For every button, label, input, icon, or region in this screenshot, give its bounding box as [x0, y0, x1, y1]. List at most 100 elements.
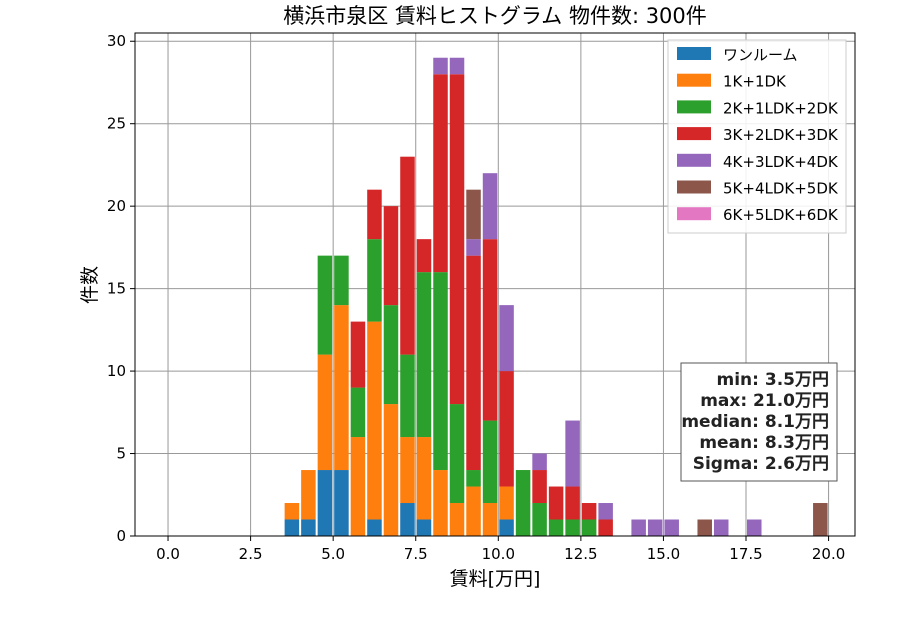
x-tick-label: 5.0: [321, 545, 345, 563]
bar-segment: [631, 519, 646, 536]
legend-swatch: [677, 153, 711, 167]
bar-segment: [284, 519, 300, 536]
bar-segment: [433, 272, 448, 471]
bar-segment: [466, 486, 481, 536]
bar-segment: [813, 503, 828, 536]
bar-segment: [548, 486, 564, 520]
bar-segment: [400, 503, 415, 536]
bar-segment: [565, 486, 580, 520]
bar-segment: [433, 74, 448, 273]
legend-label: ワンルーム: [723, 46, 798, 64]
bar-segment: [449, 503, 465, 536]
bar-segment: [433, 470, 448, 536]
legend-swatch: [677, 47, 711, 60]
bar-segment: [482, 503, 498, 536]
x-axis-label: 賃料[万円]: [450, 568, 541, 590]
bar-segment: [515, 470, 531, 536]
bar-segment: [532, 453, 547, 471]
bar-segment: [317, 255, 333, 355]
bar-segment: [466, 470, 481, 487]
x-tick-label: 7.5: [404, 545, 428, 563]
bar-segment: [367, 321, 382, 520]
bar-segment: [565, 420, 580, 487]
bar-segment: [598, 503, 613, 520]
bar-segment: [416, 437, 432, 520]
bar-segment: [499, 305, 514, 372]
x-tick-label: 0.0: [156, 545, 180, 563]
axis-ticks: 0.0 2.5 5.0 7.5 10.0 12.5 15.0 17.5 20.0 0 5 10 15 20…: [107, 32, 845, 563]
bar-segment: [548, 519, 564, 536]
stat-median: median: 8.1万円: [681, 412, 829, 432]
bar-segment: [532, 503, 547, 536]
bar-segment: [383, 305, 399, 405]
bar-segment: [532, 470, 547, 504]
y-tick-label: 30: [107, 32, 126, 50]
y-tick-label: 5: [116, 445, 126, 463]
bar-segment: [350, 437, 366, 536]
bar-segment: [400, 354, 415, 438]
stat-sigma: Sigma: 2.6万円: [693, 454, 829, 474]
y-tick-label: 20: [107, 197, 126, 215]
bar-segment: [713, 519, 729, 536]
bar-segment: [416, 239, 432, 273]
x-tick-label: 12.5: [564, 545, 597, 563]
bar-segment: [400, 437, 415, 504]
x-tick-label: 20.0: [812, 545, 845, 563]
bar-segment: [581, 503, 597, 520]
bar-segment: [334, 470, 349, 536]
legend-label: 4K+3LDK+4DK: [723, 153, 839, 171]
bar-segment: [482, 173, 498, 240]
x-tick-label: 10.0: [482, 545, 515, 563]
bar-segment: [416, 519, 432, 536]
bar-segment: [598, 519, 613, 536]
x-tick-label: 2.5: [239, 545, 263, 563]
legend-swatch: [677, 207, 711, 221]
bar-segment: [383, 404, 399, 536]
bar-segment: [466, 189, 481, 240]
bar-segment: [317, 470, 333, 536]
y-tick-label: 15: [107, 280, 126, 298]
bar-segment: [367, 189, 382, 240]
legend-label: 3K+2LDK+3DK: [723, 126, 839, 144]
y-tick-label: 0: [116, 527, 126, 545]
bars-group: [284, 57, 828, 536]
bar-segment: [301, 519, 316, 536]
bar-segment: [449, 74, 465, 405]
bar-segment: [499, 519, 514, 536]
bar-segment: [747, 519, 762, 536]
bar-segment: [565, 519, 580, 536]
legend-swatch: [677, 100, 711, 114]
stat-mean: mean: 8.3万円: [699, 433, 829, 453]
bar-segment: [416, 272, 432, 438]
x-tick-label: 15.0: [647, 545, 680, 563]
chart-title: 横浜市泉区 賃料ヒストグラム 物件数: 300件: [283, 4, 707, 28]
bar-segment: [350, 387, 366, 438]
plot-frame: [134, 32, 856, 537]
legend-label: 5K+4LDK+5DK: [723, 180, 839, 198]
y-axis-label: 件数: [79, 266, 101, 304]
bar-segment: [334, 255, 349, 306]
bar-segment: [449, 404, 465, 504]
legend-swatch: [677, 180, 711, 194]
bar-segment: [317, 354, 333, 471]
bar-segment: [499, 486, 514, 520]
legend-swatch: [677, 73, 711, 87]
bar-segment: [647, 519, 663, 536]
legend: ワンルーム 1K+1DK 2K+1LDK+2DK 3K+2LDK+3DK 4K+3LDK…: [667, 39, 847, 234]
legend-label: 2K+1LDK+2DK: [723, 99, 839, 117]
bar-segment: [383, 206, 399, 306]
bar-segment: [697, 519, 712, 536]
x-tick-label: 17.5: [729, 545, 762, 563]
y-tick-label: 10: [107, 362, 126, 380]
stat-min: min: 3.5万円: [717, 370, 829, 390]
stats-box: min: 3.5万円 max: 21.0万円 median: 8.1万円 mea…: [680, 362, 838, 482]
bar-segment: [482, 239, 498, 421]
bar-segment: [301, 470, 316, 520]
legend-swatch: [677, 127, 711, 141]
stat-max: max: 21.0万円: [700, 391, 829, 411]
y-tick-label: 25: [107, 115, 126, 133]
bar-segment: [350, 321, 366, 388]
legend-label: 6K+5LDK+6DK: [723, 206, 839, 224]
